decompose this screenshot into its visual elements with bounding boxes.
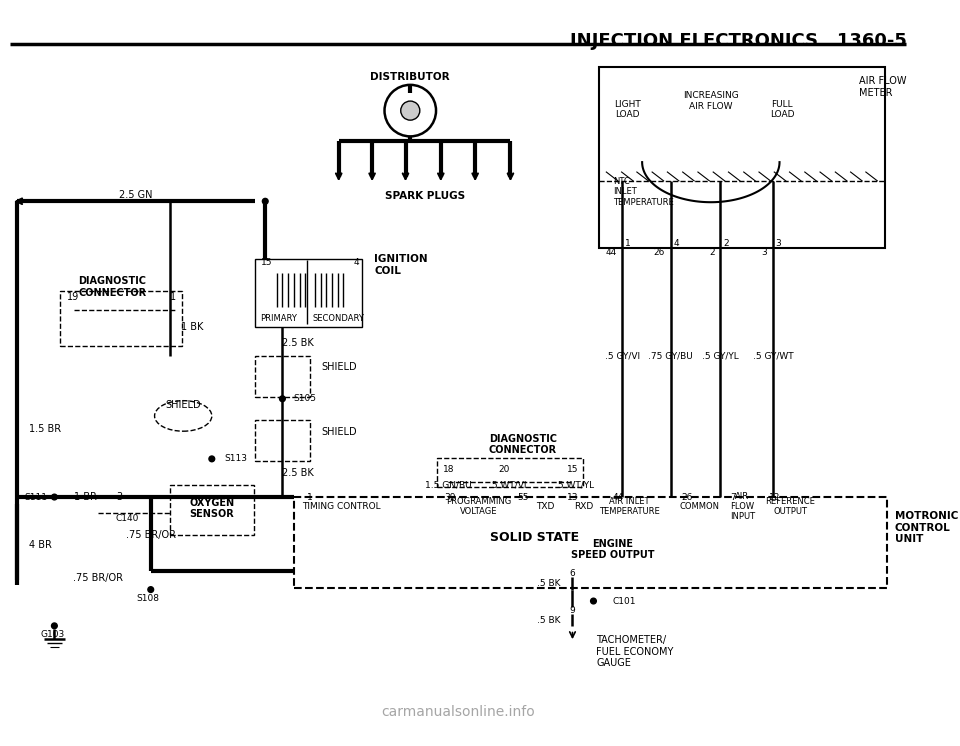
Text: OXYGEN
SENSOR: OXYGEN SENSOR — [189, 498, 234, 519]
Text: SHIELD: SHIELD — [322, 363, 357, 372]
Text: 1: 1 — [170, 292, 177, 301]
Text: RXD: RXD — [574, 502, 593, 511]
Text: 1 BR: 1 BR — [75, 492, 97, 502]
Text: .5 BK: .5 BK — [537, 580, 560, 589]
Text: INJECTION ELECTRONICS   1360-5: INJECTION ELECTRONICS 1360-5 — [569, 32, 906, 51]
Text: C140: C140 — [115, 513, 138, 522]
Bar — [60, 291, 182, 346]
Text: S108: S108 — [136, 594, 159, 603]
Circle shape — [148, 586, 154, 592]
Text: 4: 4 — [674, 239, 680, 248]
Bar — [254, 420, 310, 461]
Text: 2.5 BK: 2.5 BK — [282, 468, 314, 478]
Text: 26: 26 — [654, 248, 665, 257]
Bar — [437, 458, 583, 486]
Text: .75 BR/OR: .75 BR/OR — [73, 573, 123, 583]
Text: .5 GY/YL: .5 GY/YL — [702, 351, 739, 360]
Text: SHIELD: SHIELD — [322, 427, 357, 437]
Text: AIR
FLOW
INPUT: AIR FLOW INPUT — [730, 492, 755, 521]
Text: 3: 3 — [761, 248, 767, 257]
Circle shape — [590, 598, 596, 604]
Text: S113: S113 — [225, 454, 248, 463]
Text: 19: 19 — [67, 292, 79, 301]
Text: LIGHT
LOAD: LIGHT LOAD — [614, 100, 641, 119]
Text: 44: 44 — [605, 248, 616, 257]
Text: SHIELD: SHIELD — [165, 401, 201, 410]
Circle shape — [385, 85, 436, 137]
Text: 2: 2 — [723, 239, 729, 248]
Text: 2: 2 — [709, 248, 714, 257]
Text: AIR FLOW
METER: AIR FLOW METER — [858, 76, 906, 98]
Text: 2.5 BK: 2.5 BK — [282, 339, 314, 348]
Text: 1 BK: 1 BK — [181, 322, 204, 332]
Text: 2.5 GN: 2.5 GN — [119, 189, 153, 200]
Text: 3: 3 — [116, 492, 122, 502]
Bar — [170, 485, 253, 535]
Circle shape — [262, 198, 268, 204]
Text: .5 BK: .5 BK — [537, 615, 560, 624]
Text: 4 BR: 4 BR — [29, 540, 52, 550]
Text: REFERENCE
OUTPUT: REFERENCE OUTPUT — [765, 497, 815, 516]
Text: 44: 44 — [612, 492, 624, 501]
Text: PRIMARY: PRIMARY — [260, 314, 297, 323]
Text: DIAGNOSTIC
CONNECTOR: DIAGNOSTIC CONNECTOR — [489, 433, 557, 455]
Text: 6: 6 — [569, 569, 575, 578]
Bar — [254, 356, 310, 397]
Circle shape — [209, 456, 215, 462]
Text: 55: 55 — [517, 492, 529, 501]
Text: 9: 9 — [569, 606, 575, 615]
Circle shape — [52, 494, 58, 500]
Text: TIMING CONTROL: TIMING CONTROL — [302, 502, 381, 511]
Text: COMMON: COMMON — [680, 502, 719, 511]
Text: .75 BR/OR: .75 BR/OR — [126, 530, 176, 540]
Circle shape — [279, 396, 285, 401]
Circle shape — [400, 101, 420, 120]
Text: NTC
INLET
TEMPERATURE: NTC INLET TEMPERATURE — [613, 177, 674, 207]
Text: AIR INLET
TEMPERATURE: AIR INLET TEMPERATURE — [599, 497, 660, 516]
Text: 13: 13 — [566, 492, 578, 501]
Text: C101: C101 — [612, 597, 636, 606]
Text: TACHOMETER/
FUEL ECONOMY
GAUGE: TACHOMETER/ FUEL ECONOMY GAUGE — [596, 635, 674, 668]
Bar — [599, 66, 885, 248]
Text: 3: 3 — [776, 239, 781, 248]
Text: SOLID STATE: SOLID STATE — [490, 530, 579, 544]
Text: carmanualsonline.info: carmanualsonline.info — [381, 705, 535, 718]
Text: .5 GY/WT: .5 GY/WT — [753, 351, 793, 360]
Text: TXD: TXD — [537, 502, 555, 511]
Text: 1.5 GN/BU: 1.5 GN/BU — [425, 480, 471, 489]
Text: S105: S105 — [294, 395, 317, 404]
Text: 39: 39 — [444, 492, 456, 501]
Text: 15: 15 — [260, 258, 272, 267]
Bar — [254, 259, 362, 327]
Text: INCREASING
AIR FLOW: INCREASING AIR FLOW — [683, 91, 738, 110]
Text: ENGINE
SPEED OUTPUT: ENGINE SPEED OUTPUT — [571, 539, 655, 560]
Text: .5 GY/VI: .5 GY/VI — [605, 351, 639, 360]
Text: 20: 20 — [498, 465, 510, 474]
Text: S111: S111 — [25, 492, 48, 501]
Text: .5 WT/VI: .5 WT/VI — [489, 480, 526, 489]
Text: IGNITION
COIL: IGNITION COIL — [374, 254, 427, 276]
Bar — [294, 497, 887, 588]
Text: 4: 4 — [353, 258, 359, 267]
Text: 7: 7 — [730, 492, 735, 501]
Circle shape — [52, 623, 58, 629]
Text: DISTRIBUTOR: DISTRIBUTOR — [371, 72, 450, 82]
Text: MOTRONIC
CONTROL
UNIT: MOTRONIC CONTROL UNIT — [895, 511, 958, 544]
Text: .5 WT/YL: .5 WT/YL — [555, 480, 594, 489]
Text: SPARK PLUGS: SPARK PLUGS — [385, 192, 465, 201]
Text: FULL
LOAD: FULL LOAD — [770, 100, 795, 119]
Text: 12: 12 — [769, 492, 780, 501]
Text: 26: 26 — [682, 492, 693, 501]
Text: 1.5 BR: 1.5 BR — [29, 424, 60, 434]
Text: SECONDARY: SECONDARY — [313, 314, 365, 323]
Text: 1: 1 — [625, 239, 631, 248]
Text: DIAGNOSTIC
CONNECTOR: DIAGNOSTIC CONNECTOR — [79, 276, 147, 298]
Text: 1: 1 — [307, 492, 313, 501]
Text: 15: 15 — [566, 465, 578, 474]
Text: PROGRAMMING
VOLTAGE: PROGRAMMING VOLTAGE — [446, 497, 512, 516]
Text: .75 GY/BU: .75 GY/BU — [648, 351, 693, 360]
Text: G103: G103 — [40, 630, 64, 639]
Text: 18: 18 — [443, 465, 454, 474]
